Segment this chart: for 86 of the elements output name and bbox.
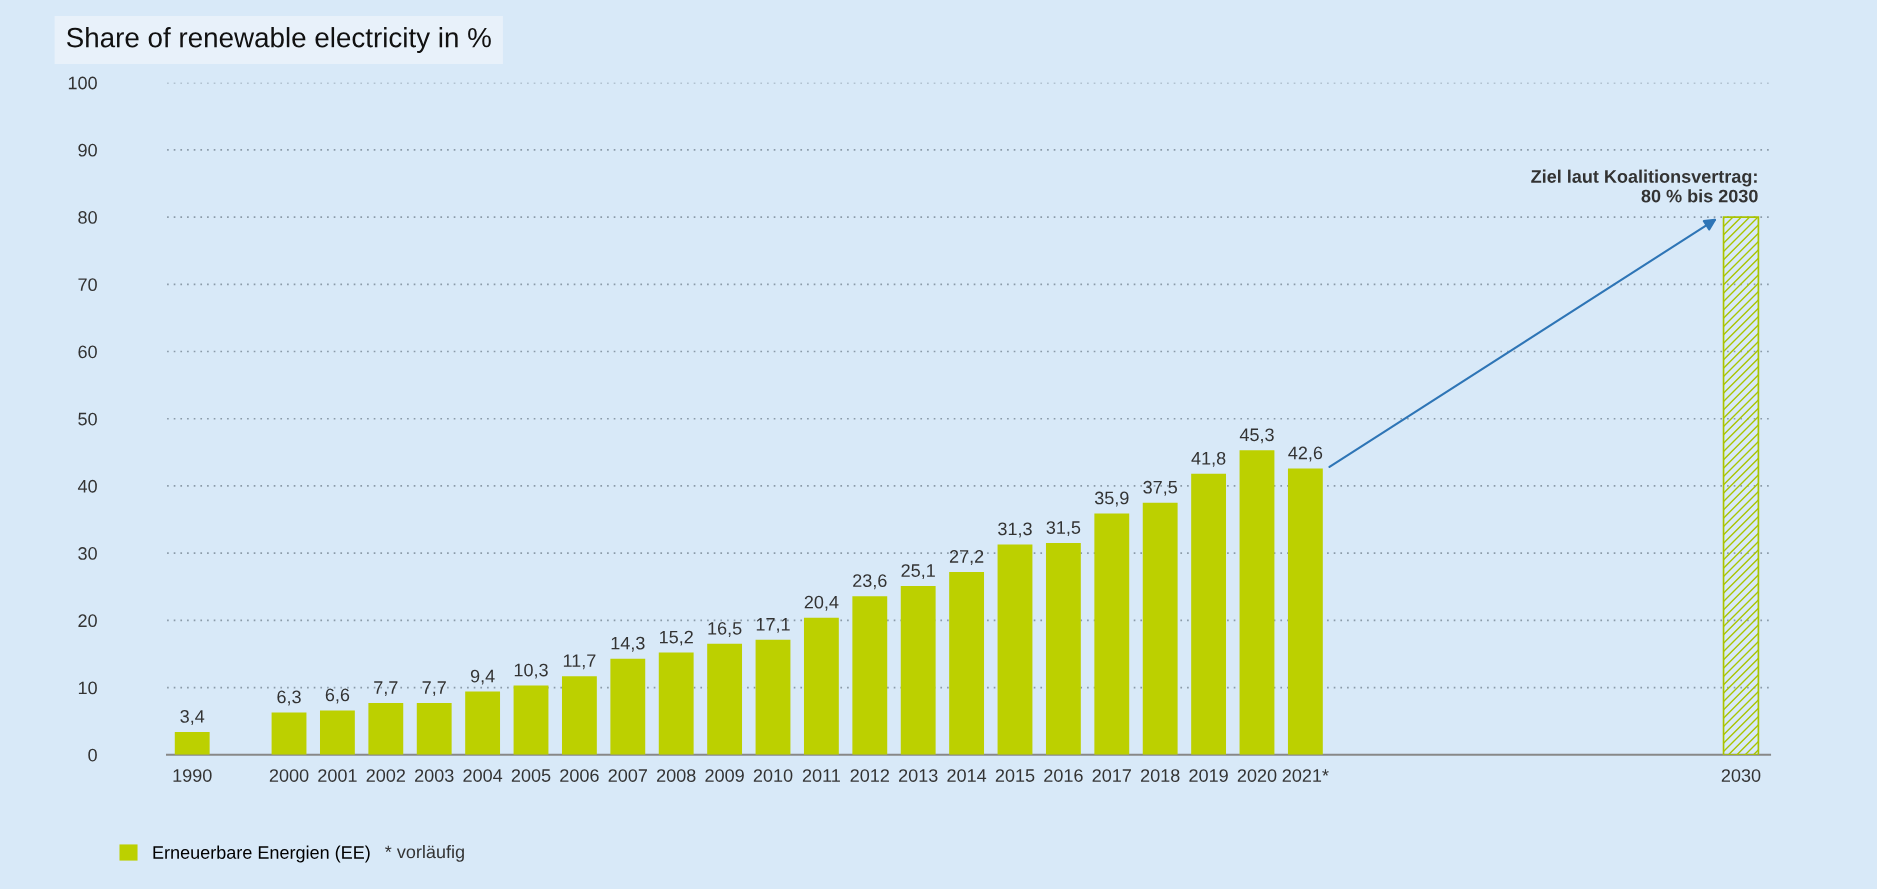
data-label: 45,3 [1239, 428, 1274, 444]
x-tick-label: 2018 [1141, 769, 1180, 782]
bar [1239, 450, 1275, 755]
bar [658, 652, 694, 755]
x-tick-label: 2004 [463, 769, 503, 782]
bar [465, 691, 501, 755]
data-label: 16,5 [708, 621, 742, 637]
data-label: 23,6 [853, 574, 887, 590]
y-tick-label: 20 [78, 614, 97, 628]
bar [707, 643, 743, 755]
x-tick-label: 2017 [1092, 769, 1131, 782]
data-label: 7,7 [374, 681, 398, 697]
x-tick-label: 2020 [1237, 769, 1277, 782]
y-tick-label: 100 [68, 76, 97, 90]
data-label: 10,3 [514, 663, 548, 679]
x-tick-label: 2011 [802, 769, 840, 782]
x-tick-label: 2009 [705, 769, 744, 782]
data-label: 37,5 [1143, 480, 1178, 496]
legend-label: Erneuerbare Energien (EE) [153, 845, 370, 863]
y-tick-label: 10 [78, 681, 97, 695]
x-tick-label: 2012 [850, 769, 889, 782]
y-tick-label: 40 [77, 479, 97, 493]
bar [852, 596, 888, 755]
x-tick-label: 2008 [657, 769, 696, 782]
x-tick-label: 2007 [608, 769, 647, 782]
bar [271, 712, 307, 755]
data-label: 11,7 [563, 654, 596, 670]
bar [949, 571, 985, 755]
data-label: 20,4 [804, 595, 839, 611]
bar [610, 658, 646, 755]
y-tick-label: 80 [78, 211, 97, 224]
bar [1287, 468, 1323, 755]
x-tick-label: 2003 [415, 769, 454, 782]
data-label: 31,5 [1046, 521, 1081, 537]
data-label: 35,9 [1094, 491, 1129, 507]
x-tick-label: 2021* [1282, 769, 1329, 782]
x-tick-label: 2005 [511, 769, 551, 782]
bar [416, 703, 452, 755]
data-label: 15,2 [660, 630, 693, 646]
bar [319, 710, 355, 755]
y-tick-label: 50 [78, 412, 97, 426]
x-tick-label: 2001 [318, 769, 357, 782]
chart-title: Share of renewable electricity in % [66, 27, 491, 53]
data-label: 17,1 [756, 618, 790, 633]
data-label: 6,3 [277, 690, 301, 706]
annotation: Ziel laut Koalitionsvertrag: 80 % bis 2030 [1531, 169, 1758, 203]
x-tick-label: 2000 [269, 769, 309, 782]
data-label: 27,2 [949, 550, 984, 565]
data-label: 14,3 [611, 636, 645, 652]
y-tick-label: 30 [78, 547, 97, 560]
x-tick-label: 2006 [560, 769, 599, 782]
bar [561, 676, 597, 755]
x-tick-label: 2010 [753, 769, 793, 782]
data-label: 9,4 [470, 669, 495, 685]
data-label: 6,6 [325, 688, 350, 704]
y-tick-label: 70 [78, 278, 97, 292]
data-label: 42,6 [1288, 446, 1323, 462]
text: * vorläufig [385, 845, 464, 862]
y-tick-label: 0 [88, 748, 97, 762]
y-tick-label: 60 [78, 345, 97, 359]
x-tick-label: 2016 [1044, 769, 1083, 782]
x-tick-label: 2030 [1721, 769, 1761, 782]
x-tick-label: 1990 [173, 769, 212, 782]
x-tick-label: 2013 [899, 769, 938, 782]
data-label: 31,3 [998, 522, 1032, 538]
bar [513, 685, 549, 755]
bar [1142, 502, 1178, 755]
bar [174, 731, 210, 755]
y-tick-label: 90 [78, 143, 97, 157]
x-tick-label: 2015 [995, 769, 1035, 782]
bar [803, 617, 839, 755]
data-label: 41,8 [1191, 451, 1226, 467]
bar [900, 586, 936, 755]
x-tick-label: 2014 [947, 769, 987, 782]
bar [755, 639, 791, 755]
data-label: 25,1 [901, 564, 935, 580]
bar [997, 544, 1033, 755]
x-tick-label: 2002 [366, 769, 405, 782]
bar [1191, 473, 1227, 755]
bar [1722, 216, 1760, 755]
data-label: 7,7 [422, 681, 446, 697]
bar [1045, 543, 1081, 755]
x-tick-label: 2019 [1189, 769, 1228, 782]
data-label: 3,4 [180, 710, 205, 725]
bar [1094, 513, 1130, 755]
bar [368, 703, 404, 755]
